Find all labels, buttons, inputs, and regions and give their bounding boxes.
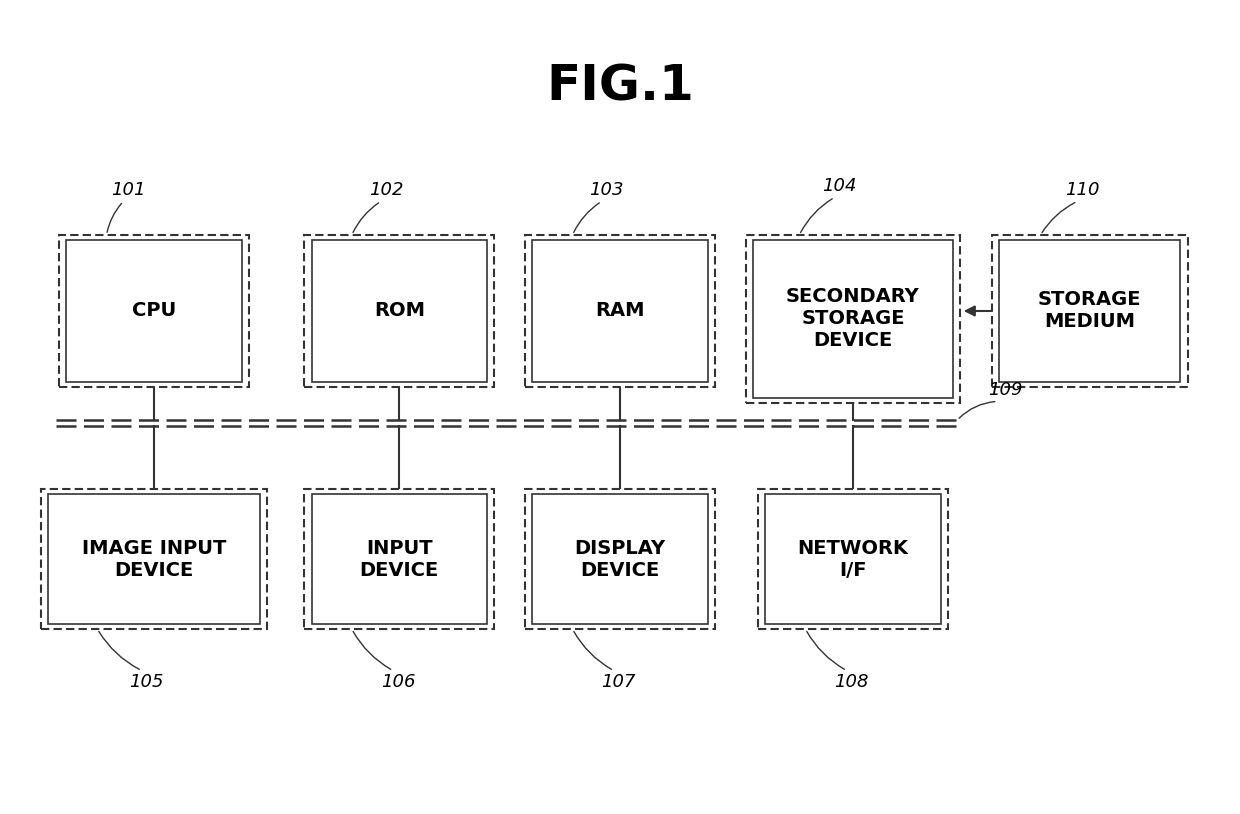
Polygon shape bbox=[311, 494, 487, 624]
Text: INPUT
DEVICE: INPUT DEVICE bbox=[360, 539, 439, 580]
Polygon shape bbox=[525, 489, 715, 629]
Text: IMAGE INPUT
DEVICE: IMAGE INPUT DEVICE bbox=[82, 539, 226, 580]
Polygon shape bbox=[999, 240, 1180, 383]
Text: 109: 109 bbox=[988, 381, 1022, 399]
Polygon shape bbox=[60, 235, 249, 387]
Polygon shape bbox=[304, 235, 495, 387]
Polygon shape bbox=[304, 489, 495, 629]
Polygon shape bbox=[311, 240, 487, 383]
Text: 101: 101 bbox=[112, 181, 145, 199]
Text: DISPLAY
DEVICE: DISPLAY DEVICE bbox=[574, 539, 666, 580]
Polygon shape bbox=[532, 240, 708, 383]
Text: 106: 106 bbox=[381, 673, 415, 691]
Text: 110: 110 bbox=[1065, 181, 1100, 199]
Text: 103: 103 bbox=[589, 181, 624, 199]
Polygon shape bbox=[525, 235, 715, 387]
Text: 102: 102 bbox=[368, 181, 403, 199]
Polygon shape bbox=[67, 240, 242, 383]
Polygon shape bbox=[532, 494, 708, 624]
Text: SECONDARY
STORAGE
DEVICE: SECONDARY STORAGE DEVICE bbox=[786, 287, 920, 351]
Polygon shape bbox=[753, 240, 952, 398]
Text: CPU: CPU bbox=[131, 301, 176, 321]
Text: STORAGE
MEDIUM: STORAGE MEDIUM bbox=[1038, 291, 1141, 331]
Polygon shape bbox=[41, 489, 268, 629]
Text: 104: 104 bbox=[822, 177, 857, 195]
Polygon shape bbox=[745, 235, 960, 403]
Text: 107: 107 bbox=[601, 673, 636, 691]
Polygon shape bbox=[992, 235, 1188, 387]
Text: NETWORK
I/F: NETWORK I/F bbox=[797, 539, 909, 580]
Text: 105: 105 bbox=[129, 673, 164, 691]
Text: ROM: ROM bbox=[373, 301, 425, 321]
Polygon shape bbox=[765, 494, 941, 624]
Text: FIG.1: FIG.1 bbox=[546, 63, 694, 111]
Text: RAM: RAM bbox=[595, 301, 645, 321]
Polygon shape bbox=[758, 489, 949, 629]
Text: 108: 108 bbox=[835, 673, 869, 691]
Polygon shape bbox=[48, 494, 260, 624]
